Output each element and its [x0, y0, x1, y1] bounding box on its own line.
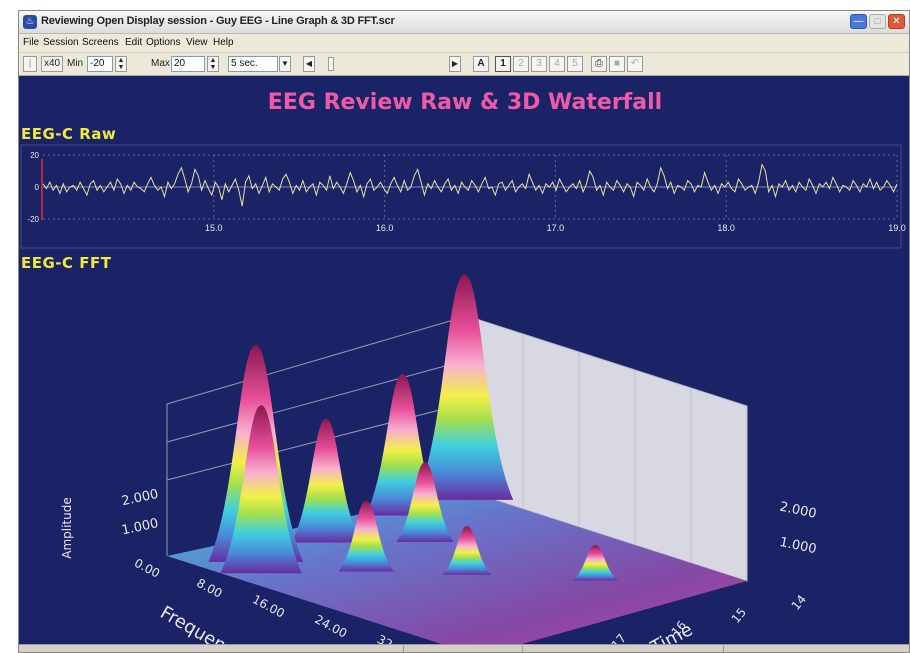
raw-trace	[42, 163, 898, 207]
status-pane-3	[523, 646, 724, 652]
amplitude-tick-left: 1.000	[120, 516, 160, 538]
fft-heading: EEG-C FFT	[21, 254, 112, 272]
scrollbar-thumb[interactable]	[328, 57, 334, 71]
menu-help[interactable]: Help	[213, 37, 234, 48]
fft-chart: 0.008.0016.0024.0032.0040.00Frequency141…	[60, 274, 818, 644]
time-axis-label: Time	[647, 619, 697, 644]
scrollbar-right-arrow[interactable]: ▶	[449, 56, 461, 72]
menu-edit[interactable]: Edit	[125, 37, 143, 48]
status-pane-1	[19, 646, 404, 652]
freq-tick: 8.00	[194, 576, 224, 601]
raw-heading: EEG-C Raw	[21, 125, 117, 143]
amplitude-axis-label: Amplitude	[60, 497, 74, 559]
maximize-button[interactable]: □	[869, 14, 886, 29]
freq-axis-label: Frequency	[157, 602, 248, 644]
autoscale-button[interactable]: A	[473, 56, 489, 72]
chevron-down-icon[interactable]: ▼	[279, 56, 291, 72]
fft-peak	[442, 526, 492, 575]
amplitude-tick-right: 1.000	[778, 535, 818, 557]
display-area: EEG Review Raw & 3D Waterfall EEG-C Raw …	[19, 76, 909, 644]
raw-chart: 20 0 -20 15.0 16.0 17.0 18.0 19.0	[20, 144, 906, 249]
page-5-button[interactable]: 5	[567, 56, 583, 72]
freq-tick: 16.00	[250, 592, 287, 620]
page-3-button[interactable]: 3	[531, 56, 547, 72]
page-2-button[interactable]: 2	[513, 56, 529, 72]
fft-peak	[572, 545, 619, 581]
time-tick: 14	[789, 592, 810, 613]
box-top-edge	[166, 315, 468, 405]
menu-view[interactable]: View	[186, 37, 208, 48]
menu-options[interactable]: Options	[146, 37, 181, 48]
status-bar	[19, 644, 909, 652]
title-bar[interactable]: ♨ Reviewing Open Display session - Guy E…	[19, 11, 909, 34]
max-label: Max	[151, 58, 170, 69]
undo-icon[interactable]: ↶	[627, 56, 643, 72]
raw-x-tick: 15.0	[205, 223, 223, 233]
max-spinner[interactable]: ▲ ▼	[207, 56, 219, 72]
time-scrollbar[interactable]	[316, 57, 448, 71]
fft-peak	[338, 500, 394, 572]
app-window: ♨ Reviewing Open Display session - Guy E…	[18, 10, 910, 653]
fft-peak	[396, 462, 454, 542]
close-button[interactable]: ✕	[888, 14, 905, 29]
min-input[interactable]: -20	[87, 56, 113, 72]
app-icon[interactable]: ♨	[23, 15, 37, 29]
raw-x-tick: 19.0	[888, 223, 906, 233]
raw-x-tick: 18.0	[717, 223, 735, 233]
amplitude-tick-left: 2.000	[120, 487, 160, 509]
min-label: Min	[67, 58, 84, 69]
fft-peak	[220, 405, 302, 574]
raw-y-tick: -20	[27, 215, 39, 224]
toolbar: | x40 Min -20 ▲ ▼ Max 20 ▲ ▼ 5 sec. ▼ ◀ ▶ …	[19, 53, 909, 76]
scrollbar-left-arrow[interactable]: ◀	[303, 56, 315, 72]
freq-tick: 24.00	[312, 612, 349, 640]
page-1-button[interactable]: 1	[495, 56, 511, 72]
time-tick: 15	[729, 605, 750, 626]
raw-y-tick: 20	[30, 151, 39, 160]
minimize-button[interactable]: —	[850, 14, 867, 29]
freq-tick: 0.00	[132, 556, 162, 581]
amplitude-tick-right: 2.000	[778, 499, 818, 521]
raw-x-tick: 17.0	[547, 223, 565, 233]
fft-peak	[291, 418, 361, 543]
page-title: EEG Review Raw & 3D Waterfall	[267, 90, 663, 115]
print-icon[interactable]: ⎙	[591, 56, 607, 72]
menu-bar: File Session Screens Edit Options View H…	[19, 34, 909, 52]
raw-y-tick: 0	[35, 183, 40, 192]
stop-icon[interactable]: ■	[609, 56, 625, 72]
scroll-left-button[interactable]: |	[23, 56, 37, 72]
status-pane-2	[404, 646, 523, 652]
raw-x-tick: 16.0	[376, 223, 394, 233]
raw-chart-frame	[20, 144, 902, 249]
fft-peak	[416, 274, 514, 500]
max-input[interactable]: 20	[171, 56, 205, 72]
time-tick: 17	[609, 631, 630, 644]
menu-screens[interactable]: Screens	[82, 37, 119, 48]
amplitude-gridline	[166, 359, 468, 443]
menu-session[interactable]: Session	[43, 37, 79, 48]
x40-button[interactable]: x40	[41, 56, 63, 72]
min-spinner[interactable]: ▲ ▼	[115, 56, 127, 72]
timebase-select[interactable]: 5 sec.	[228, 56, 278, 72]
menu-file[interactable]: File	[23, 37, 40, 48]
page-4-button[interactable]: 4	[549, 56, 565, 72]
freq-tick: 32.00	[375, 632, 412, 644]
window-title: Reviewing Open Display session - Guy EEG…	[41, 15, 395, 27]
